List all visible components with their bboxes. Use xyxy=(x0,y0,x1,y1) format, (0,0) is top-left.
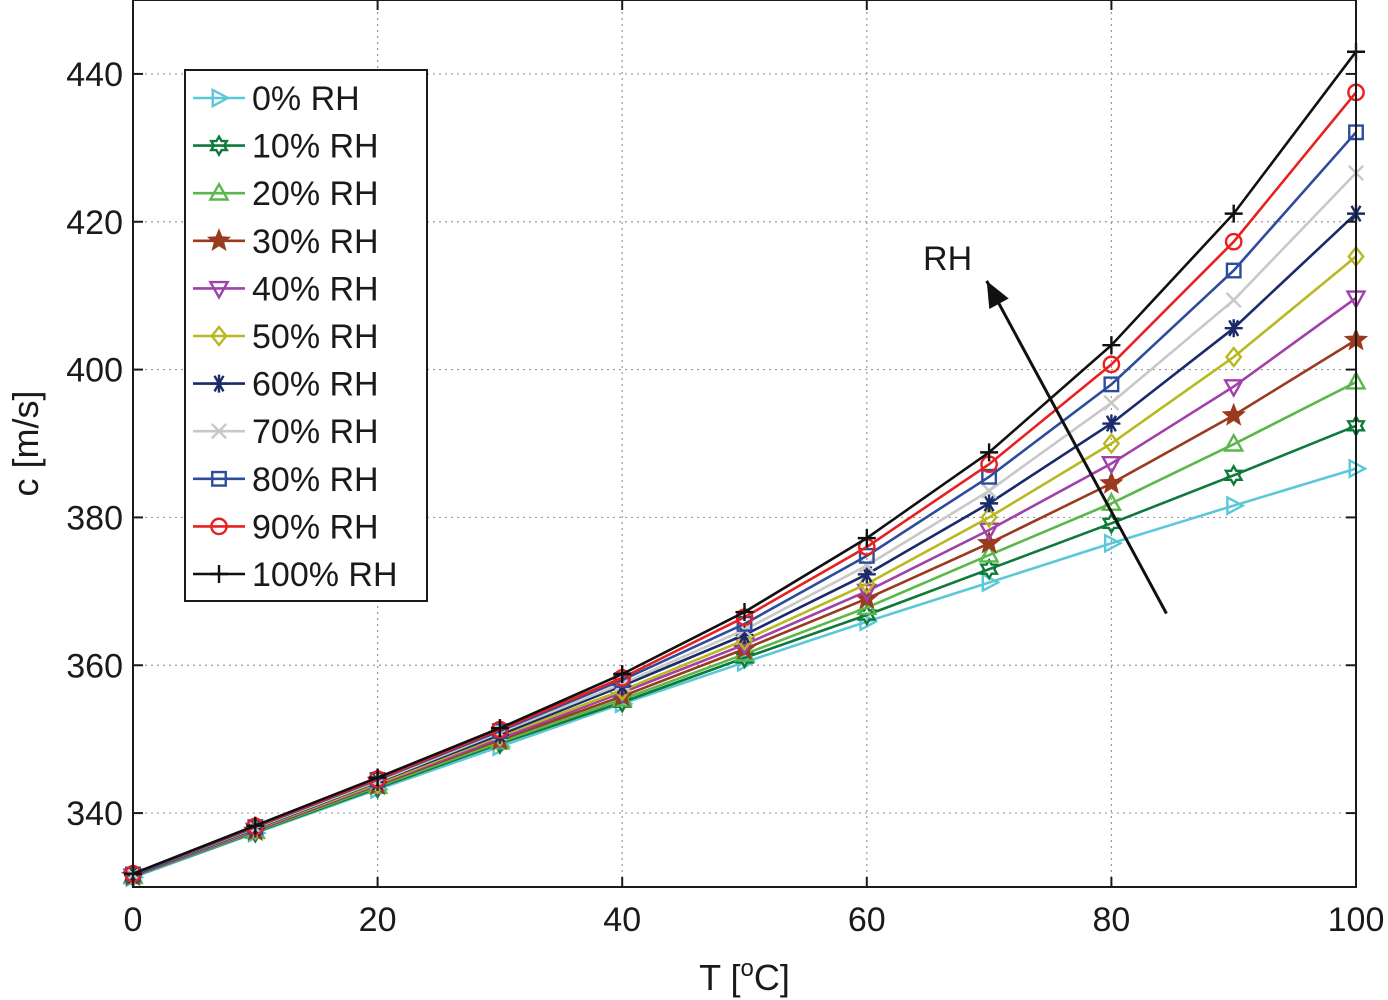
point-marker xyxy=(1223,432,1245,452)
point-marker xyxy=(1101,511,1122,535)
point-marker xyxy=(211,470,227,487)
legend-entry: 40% RH xyxy=(193,270,379,308)
point-marker xyxy=(981,468,998,485)
point-marker xyxy=(1102,355,1121,374)
legend-label: 70% RH xyxy=(252,413,379,451)
legend-label: 90% RH xyxy=(252,508,379,546)
point-marker xyxy=(1221,402,1246,426)
axis-ticks: 0 20 40 60 80 100 340 360 380 400 420 440 xyxy=(66,0,1384,939)
point-marker xyxy=(978,522,1000,542)
grid xyxy=(133,0,1356,887)
rh-annotation: RH xyxy=(923,240,1168,615)
point-marker xyxy=(1099,470,1124,494)
point-marker xyxy=(1225,292,1242,309)
point-marker xyxy=(208,280,230,300)
series-group xyxy=(120,42,1369,889)
plot-frame xyxy=(132,0,1357,888)
x-tick-label: 60 xyxy=(848,901,886,939)
x-tick-label: 40 xyxy=(603,901,641,939)
legend-entry: 80% RH xyxy=(193,461,379,499)
point-marker xyxy=(858,547,875,564)
y-tick-label: 420 xyxy=(66,204,123,242)
point-marker xyxy=(980,506,998,529)
legend-entry: 10% RH xyxy=(193,128,379,166)
legend-label: 10% RH xyxy=(252,128,379,166)
y-tick-label: 340 xyxy=(66,795,123,833)
legend-entry: 0% RH xyxy=(193,80,360,118)
legend-entry: 30% RH xyxy=(193,223,379,261)
point-marker xyxy=(210,517,228,536)
point-marker xyxy=(981,572,1001,593)
legend-label: 100% RH xyxy=(252,556,398,594)
point-marker xyxy=(1225,262,1242,279)
point-marker xyxy=(858,557,875,574)
point-marker xyxy=(208,181,230,201)
point-marker xyxy=(859,611,879,632)
point-marker xyxy=(1348,458,1368,479)
x-axis-label: T [oC] xyxy=(699,955,790,998)
point-marker xyxy=(976,530,1002,554)
legend-entry: 70% RH xyxy=(193,413,379,451)
y-tick-label: 380 xyxy=(66,499,123,537)
point-marker xyxy=(1102,432,1121,455)
y-axis-label: c [m/s] xyxy=(5,391,46,497)
legend-label: 50% RH xyxy=(252,318,379,356)
point-marker xyxy=(978,543,1000,563)
legend-entry: 100% RH xyxy=(193,556,398,594)
point-marker xyxy=(1100,456,1123,475)
point-marker xyxy=(210,423,228,440)
point-marker xyxy=(981,482,998,499)
legend-label: 80% RH xyxy=(252,461,379,499)
legend-entry: 50% RH xyxy=(193,318,379,356)
point-marker xyxy=(1224,346,1243,368)
legend-label: 30% RH xyxy=(252,223,379,261)
point-marker xyxy=(1226,495,1246,516)
legend-entry: 60% RH xyxy=(193,366,379,404)
y-tick-label: 360 xyxy=(66,647,123,685)
point-marker xyxy=(1103,394,1120,411)
point-marker xyxy=(209,134,229,157)
point-marker xyxy=(210,325,228,347)
annotation-arrow-head xyxy=(986,280,1009,309)
annotation-label: RH xyxy=(923,240,972,278)
point-marker xyxy=(1103,376,1120,393)
point-marker xyxy=(206,228,232,252)
y-tick-label: 440 xyxy=(66,56,123,94)
point-marker xyxy=(1223,379,1245,399)
legend-entry: 20% RH xyxy=(193,175,379,213)
x-tick-label: 80 xyxy=(1092,901,1130,939)
legend-label: 60% RH xyxy=(252,366,379,404)
x-tick-label: 100 xyxy=(1328,901,1385,939)
point-marker xyxy=(979,557,999,581)
x-tick-label: 0 xyxy=(124,901,143,939)
x-tick-label: 20 xyxy=(359,901,397,939)
point-marker xyxy=(1224,232,1243,251)
y-tick-label: 400 xyxy=(66,352,123,390)
point-marker xyxy=(1223,463,1244,487)
legend-label: 40% RH xyxy=(252,270,379,308)
point-marker xyxy=(1103,533,1123,554)
legend: 0% RH 10% RH 20% RH 30% RH 40% RH 50% RH 60% R… xyxy=(184,69,428,602)
legend-entry: 90% RH xyxy=(193,508,379,546)
annotation-arrow-shaft xyxy=(985,280,1168,615)
legend-label: 20% RH xyxy=(252,175,379,213)
legend-label: 0% RH xyxy=(252,80,360,118)
point-marker xyxy=(211,87,231,109)
